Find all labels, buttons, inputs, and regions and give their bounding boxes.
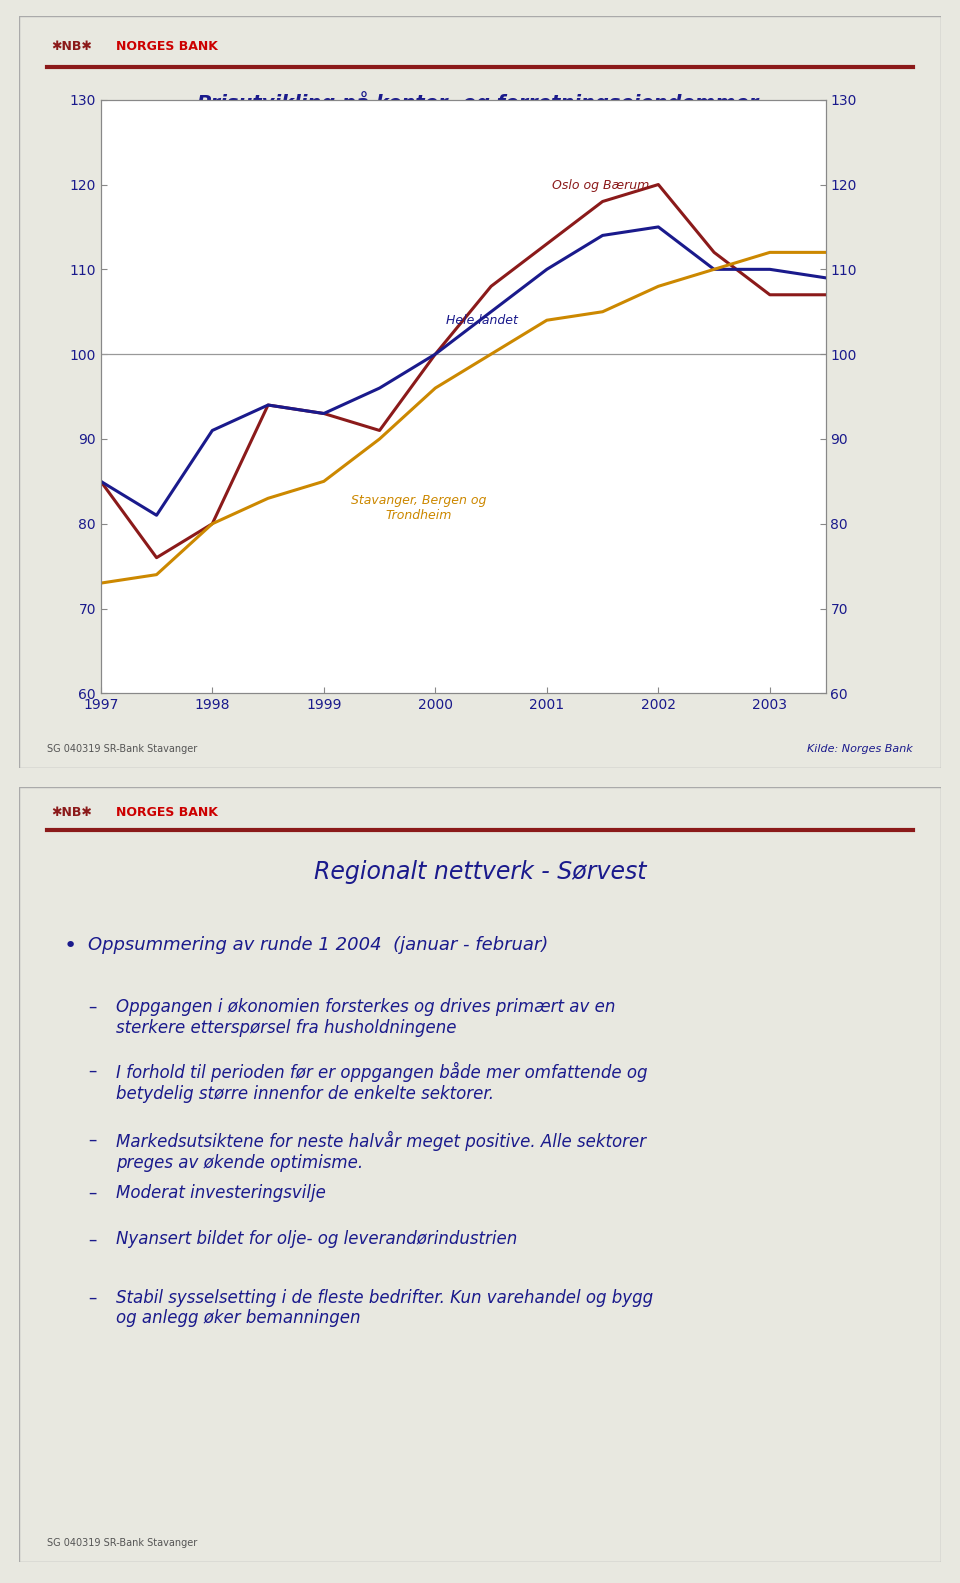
- Text: SG 040319 SR-Bank Stavanger: SG 040319 SR-Bank Stavanger: [47, 744, 197, 754]
- Text: Stabil sysselsetting i de fleste bedrifter. Kun varehandel og bygg
og anlegg øke: Stabil sysselsetting i de fleste bedrift…: [116, 1289, 653, 1328]
- Text: Oppgangen i økonomien forsterkes og drives primært av en
sterkere etterspørsel f: Oppgangen i økonomien forsterkes og driv…: [116, 997, 615, 1037]
- Text: ✱NB✱: ✱NB✱: [52, 40, 92, 52]
- Text: –: –: [88, 1062, 97, 1080]
- Text: Stavanger, Bergen og
Trondheim: Stavanger, Bergen og Trondheim: [351, 494, 487, 522]
- Text: Oppsummering av runde 1 2004  (januar - februar): Oppsummering av runde 1 2004 (januar - f…: [88, 936, 548, 953]
- Text: –: –: [88, 997, 97, 1016]
- Text: SG 040319 SR-Bank Stavanger: SG 040319 SR-Bank Stavanger: [47, 1539, 197, 1548]
- Text: NORGES BANK: NORGES BANK: [116, 40, 218, 52]
- Text: •: •: [63, 936, 77, 956]
- Text: –: –: [88, 1230, 97, 1249]
- Text: Kilde: Norges Bank: Kilde: Norges Bank: [807, 744, 913, 754]
- Text: Prisutvikling på kontor- og forretningseiendommer.: Prisutvikling på kontor- og forretningse…: [197, 92, 763, 112]
- Text: Nyansert bildet for olje- og leverandørindustrien: Nyansert bildet for olje- og leverandøri…: [116, 1230, 517, 1249]
- Text: –: –: [88, 1289, 97, 1306]
- Text: Hele landet: Hele landet: [446, 315, 518, 328]
- Text: Oslo og Bærum: Oslo og Bærum: [552, 179, 650, 192]
- Text: Halvårlig. Glidende gjennomsnitt. Indeks.: Halvårlig. Glidende gjennomsnitt. Indeks…: [323, 120, 637, 138]
- Text: –: –: [88, 1132, 97, 1149]
- Text: Moderat investeringsvilje: Moderat investeringsvilje: [116, 1184, 325, 1201]
- Text: I forhold til perioden før er oppgangen både mer omfattende og
betydelig større : I forhold til perioden før er oppgangen …: [116, 1062, 647, 1103]
- Text: Regionalt nettverk - Sørvest: Regionalt nettverk - Sørvest: [314, 861, 646, 885]
- Text: ✱NB✱: ✱NB✱: [52, 806, 92, 818]
- Text: Markedsutsiktene for neste halvår meget positive. Alle sektorer
preges av økende: Markedsutsiktene for neste halvår meget …: [116, 1132, 646, 1171]
- Text: 1.halvår 2000=100. 1997 – 2003.: 1.halvår 2000=100. 1997 – 2003.: [350, 147, 610, 161]
- Text: –: –: [88, 1184, 97, 1201]
- Text: NORGES BANK: NORGES BANK: [116, 806, 218, 818]
